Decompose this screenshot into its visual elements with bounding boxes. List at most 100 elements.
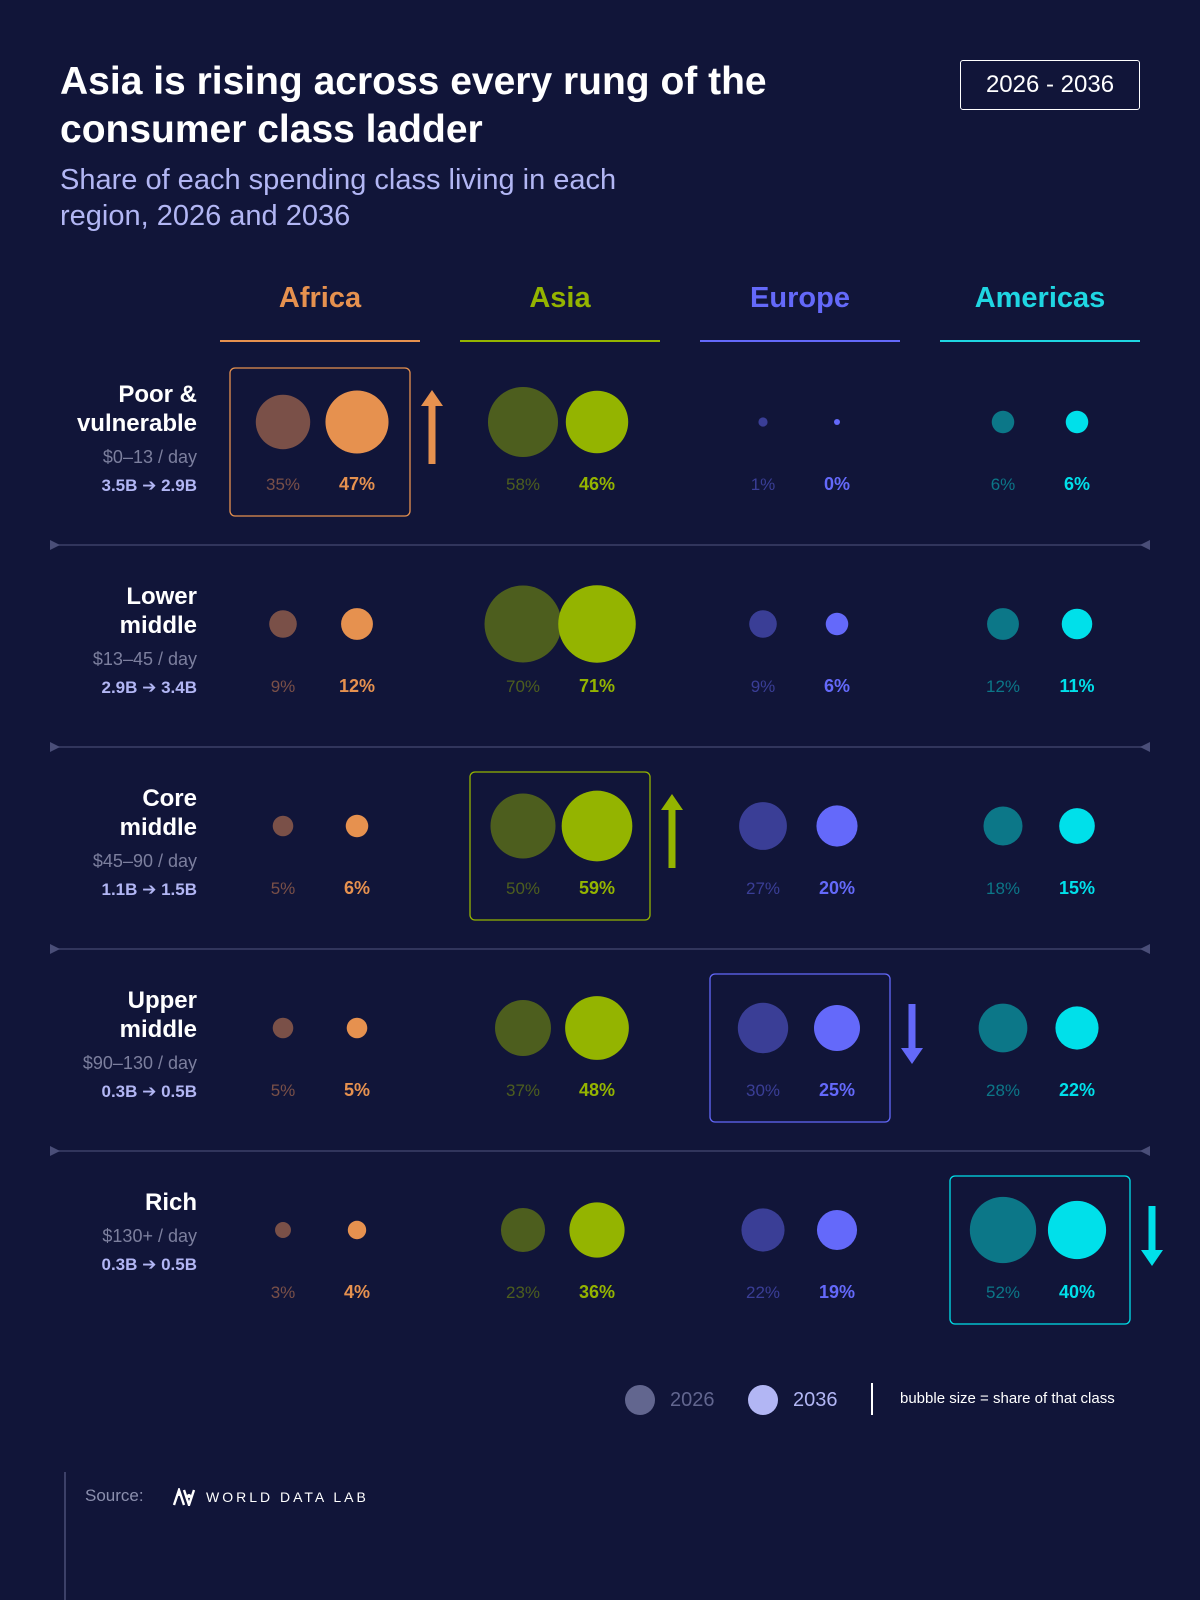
bubble-europe-2036 [814,1005,860,1051]
bubble-asia-2036 [565,390,629,454]
bubble-europe-2036 [834,419,840,425]
trend-arrow-head-down [901,1048,923,1064]
page-subtitle: Share of each spending class living in e… [60,164,617,232]
value-label-americas-2036: 40% [1059,1282,1095,1302]
value-label-europe-2036: 6% [824,676,850,696]
value-label-africa-2026: 9% [271,677,296,696]
trend-arrow-shaft-up [668,808,676,868]
separator-cap-right [1140,742,1150,752]
class-population-change: 0.3B ➔ 0.5B [101,1082,197,1101]
class-name: Rich [144,1189,197,1216]
legend: 2026 2036 bubble size = share of that cl… [625,1380,1145,1420]
world-data-lab-logo-icon [172,1488,196,1506]
class-name: Core middle [119,785,197,841]
bubble-africa-2036 [325,390,389,454]
region-header-africa: Africa [220,282,420,342]
value-label-asia-2026: 23% [506,1283,540,1302]
class-population-change: 2.9B ➔ 3.4B [101,678,197,697]
separator-cap-right [1140,1146,1150,1156]
region-header-asia: Asia [460,282,660,342]
value-label-europe-2036: 25% [819,1080,855,1100]
value-label-asia-2026: 50% [506,879,540,898]
bubble-europe-2036 [816,805,858,847]
class-name: Lower middle [119,583,197,639]
class-income-range: $13–45 / day [92,649,197,669]
trend-arrow-shaft-down [908,1004,916,1050]
value-label-asia-2036: 48% [579,1080,615,1100]
class-income-range: $130+ / day [102,1226,197,1246]
separator-cap-left [50,1146,60,1156]
bubble-africa-2026 [255,394,311,450]
highlight-box-asia [469,771,651,921]
legend-divider [871,1383,873,1415]
bubble-americas-2036 [1065,410,1089,434]
bubble-americas-2036 [1059,808,1095,844]
legend-2036-label: 2036 [793,1389,838,1411]
bubble-europe-2026 [737,1002,789,1054]
value-label-asia-2026: 58% [506,475,540,494]
bubble-europe-2036 [816,1209,858,1251]
bubble-asia-2026 [484,585,562,663]
value-label-americas-2036: 22% [1059,1080,1095,1100]
value-label-africa-2036: 4% [344,1282,370,1302]
value-label-europe-2026: 22% [746,1283,780,1302]
highlight-box-europe [709,973,891,1123]
bubble-europe-2036 [825,612,849,636]
value-label-americas-2026: 18% [986,879,1020,898]
bubble-africa-2026 [272,1017,294,1039]
bubble-asia-2036 [561,790,633,862]
bubble-africa-2036 [341,608,373,640]
trend-arrow-head-up [661,794,683,810]
bubble-americas-2026 [987,608,1019,640]
bubble-africa-2026 [275,1222,291,1238]
bubble-asia-2026 [490,793,556,859]
value-label-europe-2036: 20% [819,878,855,898]
value-label-africa-2026: 5% [271,1081,296,1100]
region-header-europe: Europe [700,282,900,342]
separator-cap-right [1140,944,1150,954]
bubble-americas-2026 [991,410,1015,434]
value-label-europe-2026: 1% [751,475,776,494]
value-label-asia-2036: 46% [579,474,615,494]
value-label-africa-2026: 3% [271,1283,296,1302]
bubble-americas-2026 [969,1196,1037,1264]
value-label-africa-2036: 12% [339,676,375,696]
legend-2026-swatch [625,1385,655,1415]
value-label-europe-2026: 9% [751,677,776,696]
class-name: Poor & vulnerable [76,381,197,437]
highlight-box-africa [229,367,411,517]
class-label-4: Rich $130+ / day 0.3B ➔ 0.5B [40,1188,197,1277]
bubble-africa-2036 [345,814,369,838]
value-label-africa-2036: 6% [344,878,370,898]
bubble-americas-2026 [978,1003,1028,1053]
class-population-change: 1.1B ➔ 1.5B [101,880,197,899]
bubble-asia-2026 [495,1000,551,1056]
class-label-2: Core middle $45–90 / day 1.1B ➔ 1.5B [40,784,197,902]
bubble-africa-2036 [347,1220,367,1240]
year-range-badge: 2026 - 2036 [960,60,1140,110]
class-income-range: $0–13 / day [102,447,197,467]
class-label-3: Upper middle $90–130 / day 0.3B ➔ 0.5B [40,986,197,1104]
trend-arrow-shaft-down [1148,1206,1156,1252]
bubble-asia-2026 [487,386,559,458]
value-label-americas-2036: 11% [1059,676,1094,696]
value-label-americas-2026: 12% [986,677,1020,696]
bubble-asia-2026 [500,1207,546,1253]
class-name: Upper middle [119,987,197,1043]
bubble-americas-2036 [1047,1200,1107,1260]
value-label-asia-2026: 37% [506,1081,540,1100]
value-label-africa-2036: 5% [344,1080,370,1100]
bubble-europe-2026 [749,610,777,638]
source-divider [64,1472,66,1600]
legend-2036-swatch [748,1385,778,1415]
class-income-range: $90–130 / day [82,1053,197,1073]
value-label-americas-2036: 6% [1064,474,1090,494]
region-header-americas: Americas [940,282,1140,342]
legend-2026-label: 2026 [670,1389,715,1411]
bubble-chart: 35% 47% 58% 46% 1% 0% 6% 6% 9% 12% 70% 71% 9% 6% 12% 11… [50,367,1163,1325]
bubble-africa-2026 [272,815,294,837]
class-population-change: 3.5B ➔ 2.9B [101,476,197,495]
bubble-africa-2026 [269,610,297,638]
value-label-asia-2036: 59% [579,878,615,898]
highlight-box-americas [949,1175,1131,1325]
